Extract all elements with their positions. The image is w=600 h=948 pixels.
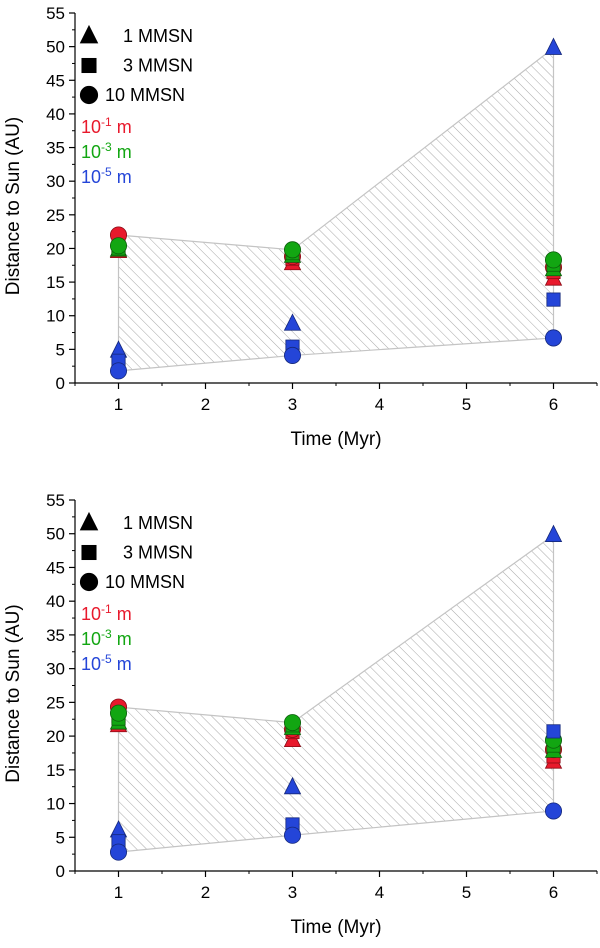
legend-triangle-icon (79, 24, 99, 44)
legend-marker-label: 10 MMSN (105, 85, 185, 105)
y-tick-label: 30 (46, 172, 65, 191)
legend-marker-label: 1 MMSN (123, 513, 193, 533)
x-tick-label: 6 (549, 883, 558, 902)
y-tick-label: 20 (46, 239, 65, 258)
x-tick-label: 1 (114, 395, 123, 414)
data-point-triangle (283, 313, 302, 331)
y-tick-label: 10 (46, 795, 65, 814)
legend-circle-icon (79, 85, 99, 105)
y-tick-label: 15 (46, 761, 65, 780)
legend-square-icon (81, 544, 97, 561)
y-tick-label: 5 (56, 340, 65, 359)
legend-marker-label: 3 MMSN (123, 56, 193, 76)
y-tick-label: 25 (46, 693, 65, 712)
x-tick-label: 3 (288, 395, 297, 414)
data-point-circle (109, 843, 128, 861)
y-tick-label: 5 (56, 828, 65, 847)
legend-size-label: 10-5 m (81, 165, 132, 187)
data-point-square (546, 292, 561, 307)
y-tick-label: 20 (46, 727, 65, 746)
y-tick-label: 35 (46, 626, 65, 645)
legend-circle-icon (79, 572, 99, 592)
y-tick-label: 25 (46, 206, 65, 225)
legend-size-label: 10-3 m (81, 627, 132, 649)
y-tick-label: 45 (46, 71, 65, 90)
legend-marker-label: 10 MMSN (105, 572, 185, 592)
y-tick-label: 50 (46, 38, 65, 57)
y-tick-label: 10 (46, 307, 65, 326)
y-tick-label: 55 (46, 4, 65, 23)
data-point-triangle (283, 776, 302, 795)
y-tick-label: 40 (46, 105, 65, 124)
data-point-circle (283, 714, 302, 732)
data-point-triangle (544, 37, 563, 55)
legend-size-label: 10-3 m (81, 140, 132, 162)
legend-size-label: 10-5 m (81, 652, 132, 674)
y-tick-label: 45 (46, 558, 65, 577)
legend-triangle-icon (79, 511, 99, 531)
legend-marker-label: 1 MMSN (123, 26, 193, 46)
x-tick-label: 2 (201, 395, 210, 414)
data-point-circle (109, 237, 128, 255)
x-tick-label: 2 (201, 883, 210, 902)
x-tick-label: 4 (375, 395, 384, 414)
data-point-triangle (544, 524, 563, 542)
data-point-circle (544, 329, 563, 347)
x-tick-label: 1 (114, 883, 123, 902)
x-tick-label: 4 (375, 883, 384, 902)
y-tick-label: 0 (56, 374, 65, 393)
data-point-circle (109, 362, 128, 380)
legend-size-label: 10-1 m (81, 115, 132, 137)
data-point-circle (283, 241, 302, 259)
x-axis-label: Time (Myr) (290, 917, 381, 938)
x-tick-label: 5 (462, 395, 471, 414)
y-tick-label: 55 (46, 491, 65, 510)
y-tick-label: 0 (56, 862, 65, 881)
legend-marker-label: 3 MMSN (123, 543, 193, 563)
y-axis-label: Distance to Sun (AU) (3, 604, 24, 782)
legend-size-label: 10-1 m (81, 602, 132, 624)
y-tick-label: 50 (46, 525, 65, 544)
y-tick-label: 15 (46, 273, 65, 292)
data-point-circle (283, 826, 302, 844)
data-point-circle (544, 802, 563, 820)
y-tick-label: 35 (46, 139, 65, 158)
x-tick-label: 3 (288, 883, 297, 902)
data-point-circle (109, 704, 128, 722)
data-point-circle (544, 251, 563, 269)
data-point-circle (283, 346, 302, 364)
y-tick-label: 40 (46, 592, 65, 611)
x-axis-label: Time (Myr) (290, 429, 381, 450)
x-tick-label: 5 (462, 883, 471, 902)
x-tick-label: 6 (549, 395, 558, 414)
y-tick-label: 30 (46, 660, 65, 679)
legend-square-icon (81, 57, 97, 74)
y-axis-label: Distance to Sun (AU) (3, 117, 24, 295)
data-point-square (546, 724, 561, 739)
